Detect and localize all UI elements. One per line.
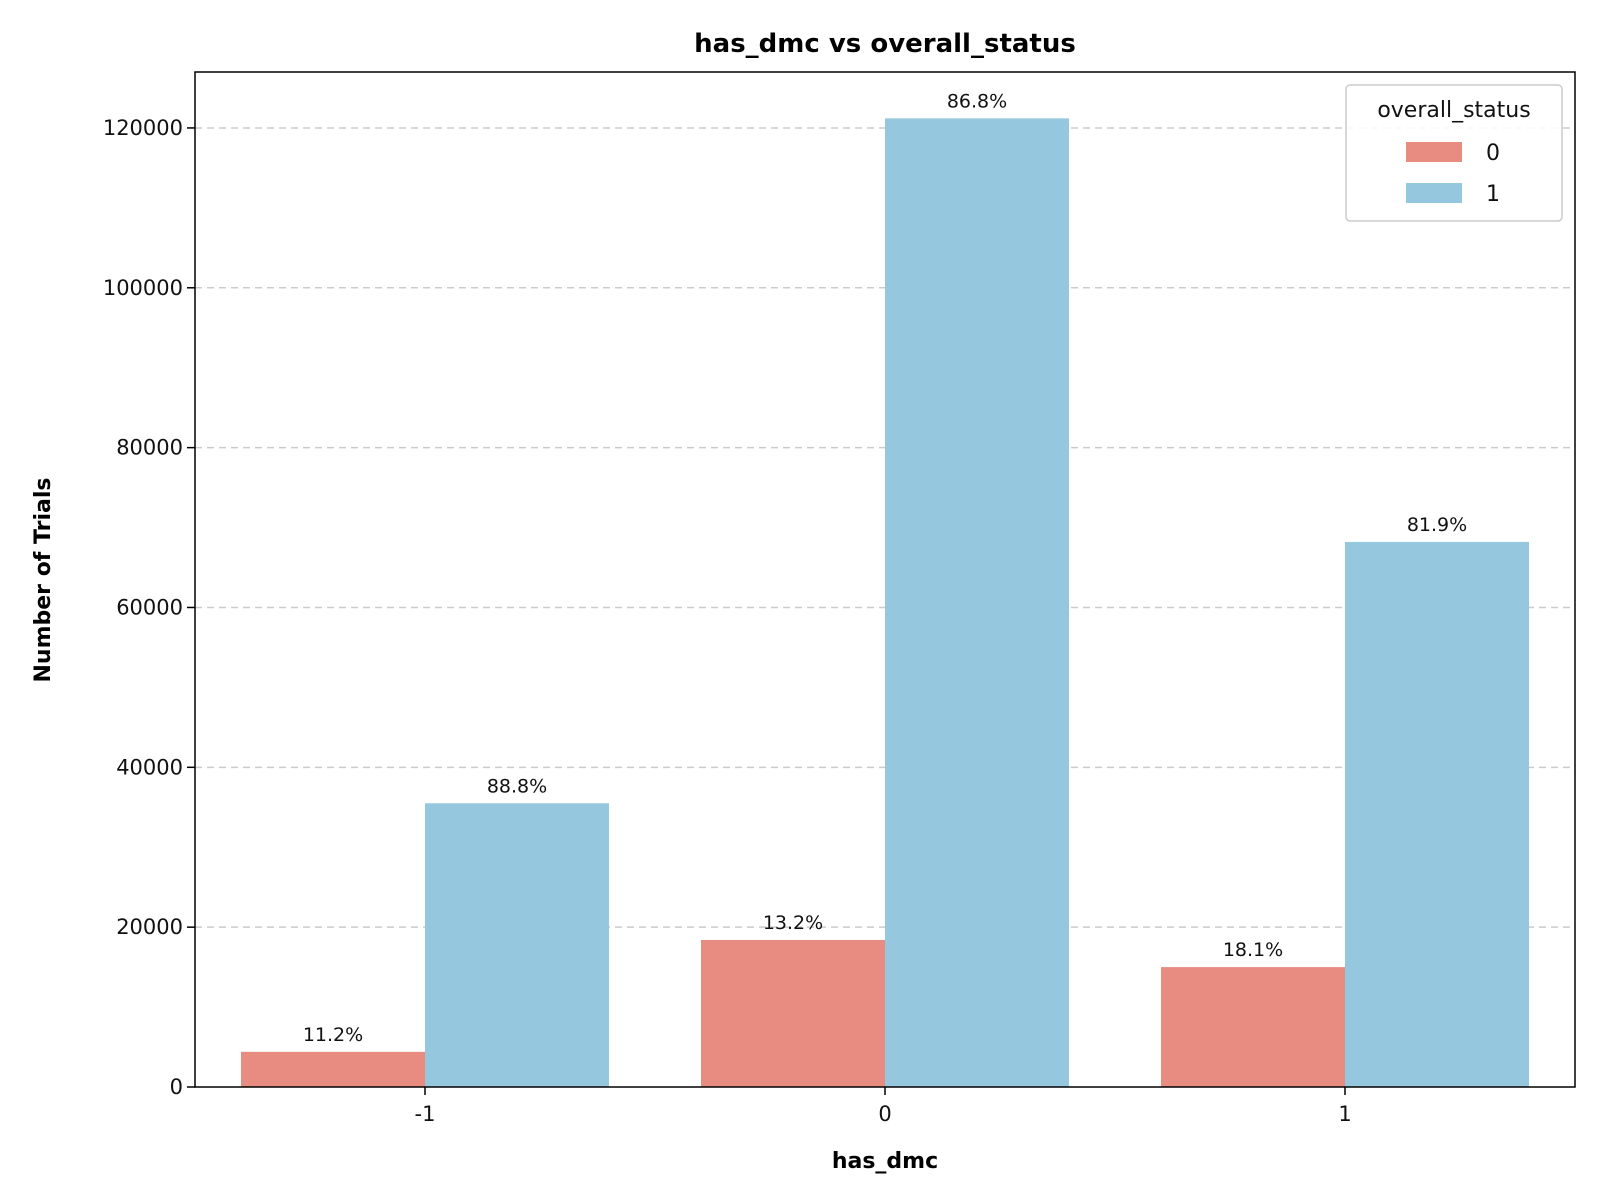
y-axis-ticks: 0 20000 40000 60000 80000 100000 120000 bbox=[103, 116, 195, 1099]
y-tick-label: 80000 bbox=[116, 436, 183, 460]
bar-series-0-0 bbox=[701, 939, 885, 1087]
legend-swatch-0 bbox=[1406, 142, 1462, 162]
bar-series-0--1 bbox=[241, 1051, 425, 1087]
x-tick-label: -1 bbox=[415, 1102, 436, 1126]
chart-title: has_dmc vs overall_status bbox=[694, 29, 1076, 59]
x-tick-label: 1 bbox=[1338, 1102, 1351, 1126]
legend-title: overall_status bbox=[1377, 98, 1530, 123]
bar-data-label: 88.8% bbox=[487, 775, 547, 797]
y-tick-label: 100000 bbox=[103, 276, 183, 300]
y-tick-label: 120000 bbox=[103, 116, 183, 140]
bar-series-0-1 bbox=[1161, 967, 1345, 1087]
bar-data-label: 11.2% bbox=[303, 1024, 363, 1046]
y-tick-label: 40000 bbox=[116, 755, 183, 779]
bar-series-1-1 bbox=[1345, 541, 1529, 1087]
bar-series-1-0 bbox=[885, 118, 1069, 1088]
y-axis-label: Number of Trials bbox=[31, 478, 56, 683]
legend-label-1: 1 bbox=[1486, 182, 1500, 207]
x-axis-ticks: -1 0 1 bbox=[415, 1087, 1352, 1126]
legend-label-0: 0 bbox=[1486, 141, 1500, 166]
bar-data-label: 81.9% bbox=[1407, 514, 1467, 536]
bar-data-label: 13.2% bbox=[763, 912, 823, 934]
bar-data-label: 18.1% bbox=[1223, 939, 1283, 961]
x-axis-label: has_dmc bbox=[832, 1149, 938, 1174]
bars bbox=[241, 118, 1529, 1088]
y-tick-label: 0 bbox=[170, 1075, 183, 1099]
y-tick-label: 60000 bbox=[116, 595, 183, 619]
bar-series-1--1 bbox=[425, 803, 609, 1087]
bar-labels: 11.2% 13.2% 18.1% 88.8% 86.8% 81.9% bbox=[303, 90, 1467, 1045]
legend-swatch-1 bbox=[1406, 183, 1462, 203]
y-tick-label: 20000 bbox=[116, 915, 183, 939]
legend: overall_status 0 1 bbox=[1345, 84, 1563, 222]
x-tick-label: 0 bbox=[878, 1102, 891, 1126]
bar-data-label: 86.8% bbox=[947, 90, 1007, 112]
